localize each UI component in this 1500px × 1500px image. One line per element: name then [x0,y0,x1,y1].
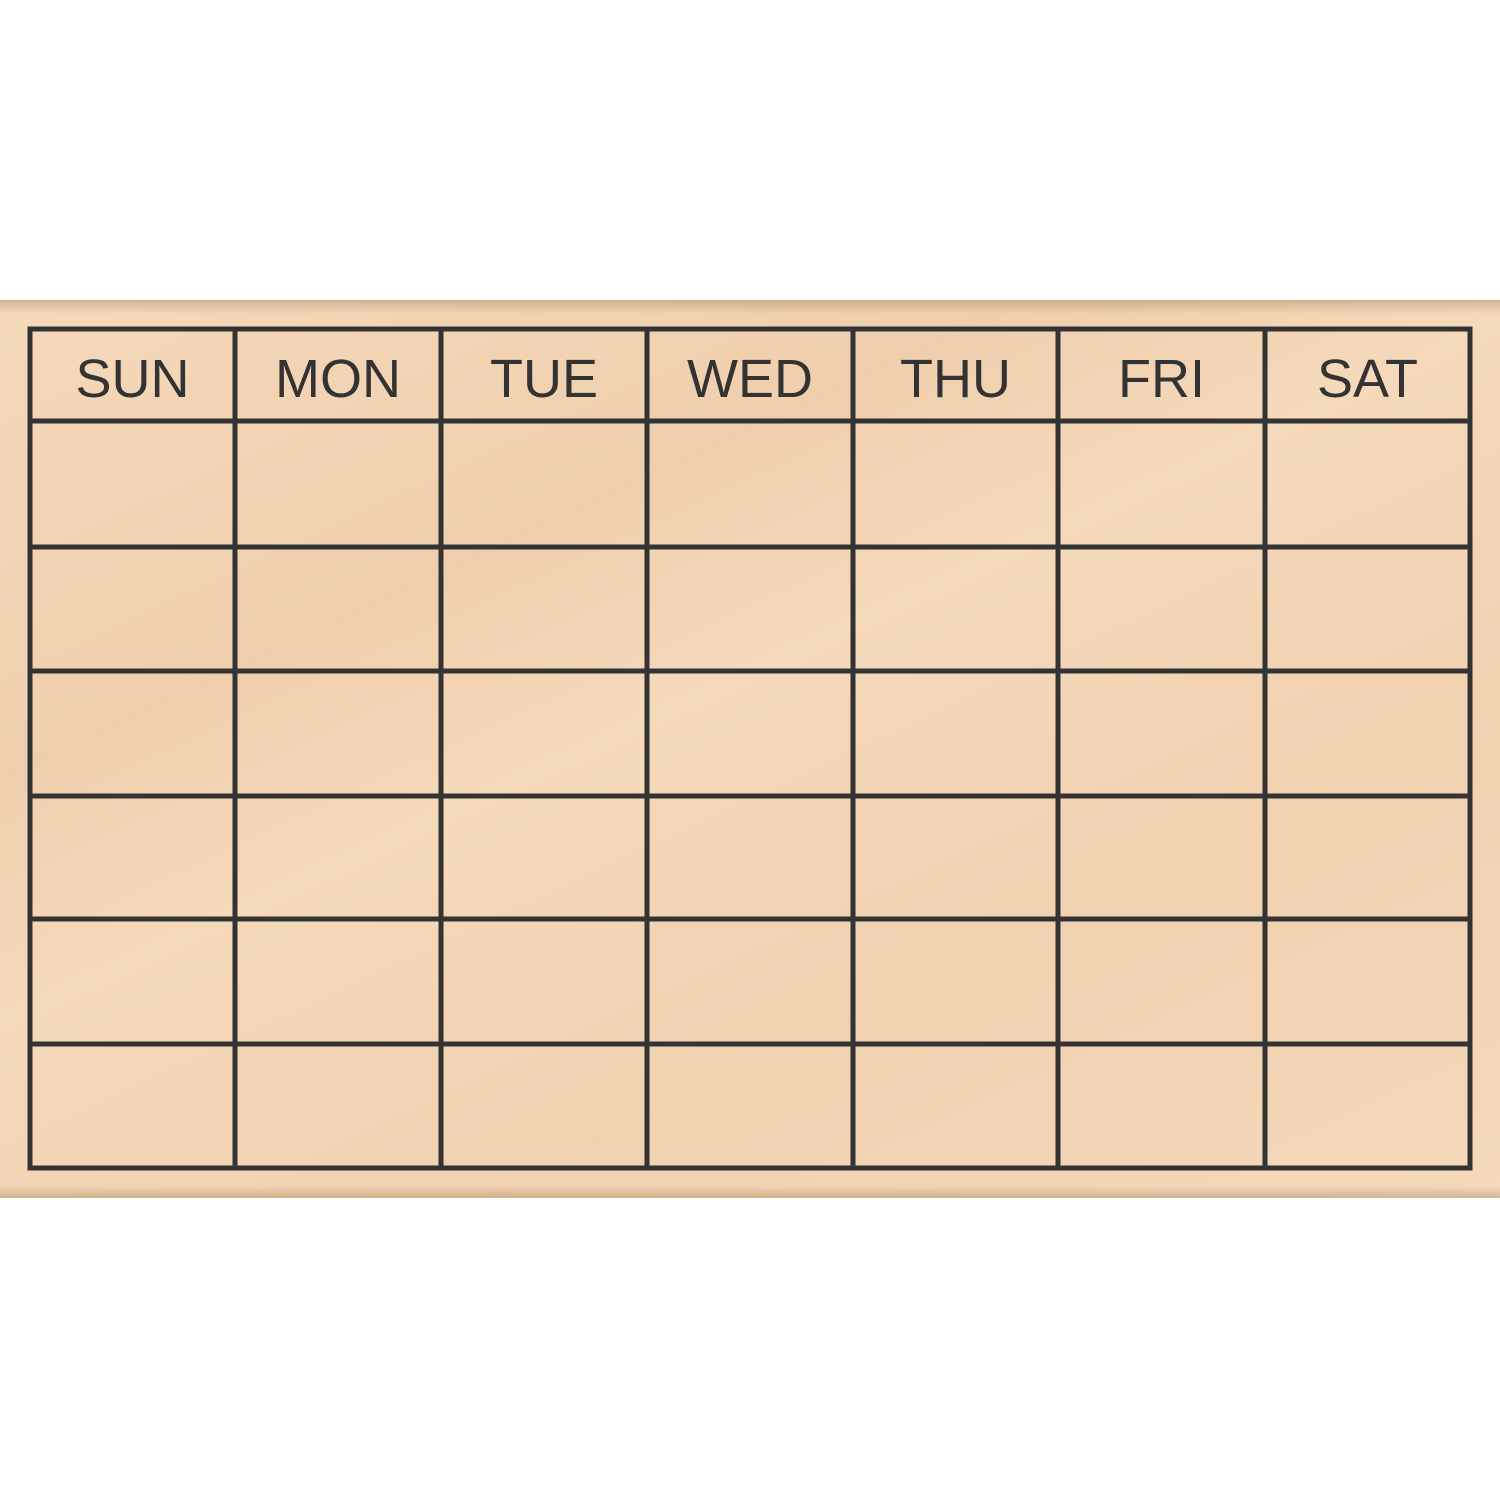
day-header-mon: MON [275,349,401,409]
wood-block [0,300,1500,1198]
day-header-wed: WED [687,349,813,409]
day-header-fri: FRI [1118,349,1205,409]
day-header-thu: THU [900,349,1011,409]
day-header-tue: TUE [490,349,598,409]
grid-border [27,326,1473,1171]
day-header-sat: SAT [1317,349,1418,409]
day-header-sun: SUN [75,349,189,409]
